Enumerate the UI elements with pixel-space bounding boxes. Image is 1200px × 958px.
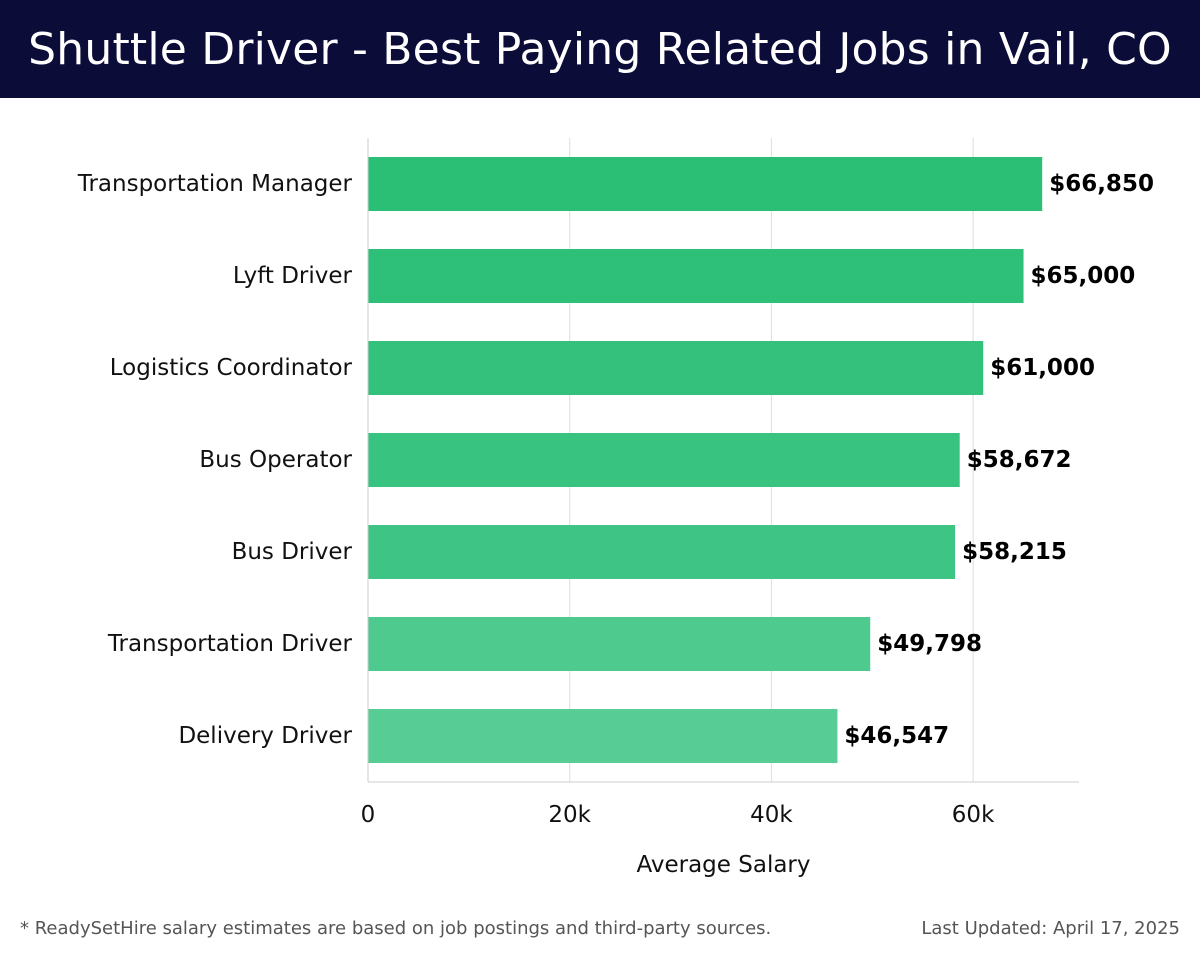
value-label: $58,215: [962, 539, 1067, 565]
category-label: Lyft Driver: [233, 263, 353, 289]
category-label: Logistics Coordinator: [110, 355, 353, 381]
value-label: $49,798: [877, 631, 982, 657]
category-labels: Transportation Manager Lyft Driver Logisti…: [77, 171, 353, 749]
category-label: Bus Operator: [199, 447, 352, 473]
category-label: Delivery Driver: [178, 723, 352, 749]
x-tick-label: 40k: [750, 802, 793, 828]
value-label: $65,000: [1031, 263, 1136, 289]
bar-transportation-manager: [368, 157, 1043, 211]
footer-note: * ReadySetHire salary estimates are base…: [20, 918, 772, 939]
salary-bar-chart: Transportation Manager Lyft Driver Logisti…: [77, 138, 1154, 878]
last-updated: Last Updated: April 17, 2025: [921, 918, 1180, 939]
category-label: Transportation Driver: [107, 631, 353, 657]
x-tick-label: 60k: [952, 802, 995, 828]
value-label: $66,850: [1049, 171, 1154, 197]
x-tick-label: 0: [361, 802, 376, 828]
title-bar: Shuttle Driver - Best Paying Related Job…: [0, 0, 1200, 98]
bar-delivery-driver: [368, 709, 838, 763]
x-axis-title: Average Salary: [636, 852, 810, 878]
category-label: Bus Driver: [232, 539, 353, 565]
bar-logistics-coordinator: [368, 341, 984, 395]
x-axis: 0 20k 40k 60k Average Salary: [361, 138, 1079, 878]
bar-bus-operator: [368, 433, 960, 487]
x-tick-label: 20k: [548, 802, 591, 828]
bar-transportation-driver: [368, 617, 871, 671]
bar-lyft-driver: [368, 249, 1024, 303]
value-label: $58,672: [967, 447, 1072, 473]
bars: [368, 157, 1043, 763]
page-title: Shuttle Driver - Best Paying Related Job…: [28, 23, 1172, 75]
category-label: Transportation Manager: [77, 171, 353, 197]
bar-bus-driver: [368, 525, 956, 579]
value-label: $46,547: [844, 723, 949, 749]
value-labels: $66,850 $65,000 $61,000 $58,672 $58,215 $49,7…: [844, 171, 1154, 749]
value-label: $61,000: [990, 355, 1095, 381]
